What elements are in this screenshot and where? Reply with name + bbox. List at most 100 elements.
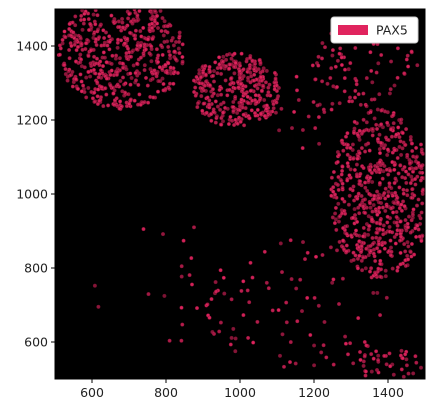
data-point-0-432: [93, 22, 98, 27]
data-point-0-774: [245, 94, 250, 99]
data-point-0-494: [118, 99, 123, 104]
data-point-0-955: [333, 217, 338, 222]
data-point-0-1182: [367, 224, 372, 229]
x-tick-label-600: 600: [80, 385, 104, 400]
data-point-0-14: [80, 27, 85, 32]
data-point-0-1621: [364, 343, 369, 348]
data-point-0-956: [363, 149, 368, 154]
data-point-0-284: [92, 99, 97, 104]
data-point-0-1310: [335, 182, 340, 187]
data-point-0-768: [264, 103, 269, 108]
data-point-0-1641: [222, 291, 227, 296]
data-point-0-966: [419, 142, 424, 147]
data-point-0-230: [109, 68, 114, 73]
data-point-0-1173: [382, 191, 387, 196]
data-point-0-1439: [406, 257, 411, 262]
data-point-0-1337: [394, 209, 399, 214]
data-point-0-94: [86, 17, 91, 22]
data-point-0-212: [149, 47, 154, 52]
data-point-0-410: [78, 60, 83, 65]
data-point-0-1685: [179, 274, 184, 279]
data-point-0-1084: [361, 225, 366, 230]
data-point-0-1380: [367, 167, 372, 172]
data-point-0-1609: [303, 257, 308, 262]
data-point-0-499: [65, 74, 70, 79]
data-point-0-778: [268, 109, 273, 114]
legend: PAX5: [330, 16, 419, 44]
data-point-0-1008: [392, 180, 397, 185]
data-point-0-1149: [399, 117, 404, 122]
data-point-0-1359: [340, 185, 345, 190]
data-point-0-382: [122, 35, 127, 40]
data-point-0-614: [214, 114, 219, 119]
data-point-0-1423: [378, 140, 383, 145]
data-point-0-755: [194, 74, 199, 79]
data-point-0-1148: [351, 156, 356, 161]
data-point-0-1283: [347, 173, 352, 178]
data-point-0-1494: [320, 41, 325, 46]
data-point-0-372: [168, 65, 173, 70]
data-point-0-320: [148, 67, 153, 72]
data-point-0-824: [271, 106, 276, 111]
data-point-0-832: [243, 84, 248, 89]
data-point-0-1698: [162, 293, 167, 298]
data-point-0-1577: [233, 349, 238, 354]
data-point-0-835: [254, 82, 259, 87]
data-point-0-29: [107, 47, 112, 52]
data-point-0-1155: [413, 226, 418, 231]
data-point-0-1261: [397, 228, 402, 233]
data-point-0-1543: [337, 101, 342, 106]
data-point-0-823: [231, 99, 236, 104]
data-point-0-717: [213, 99, 218, 104]
data-point-0-758: [235, 79, 240, 84]
data-point-0-1358: [331, 189, 336, 194]
data-point-0-1433: [362, 128, 367, 133]
data-point-0-1269: [359, 193, 364, 198]
data-point-0-1317: [363, 185, 368, 190]
data-point-0-914: [401, 187, 406, 192]
data-point-0-1159: [368, 205, 373, 210]
data-point-0-1099: [347, 193, 352, 198]
data-point-0-324: [93, 71, 98, 76]
x-tick-label-800: 800: [154, 385, 178, 400]
data-point-0-1564: [384, 295, 389, 300]
data-point-0-1154: [410, 148, 415, 153]
data-point-0-974: [345, 178, 350, 183]
data-point-0-1287: [407, 214, 412, 219]
data-point-0-52: [62, 29, 67, 34]
data-point-0-1669: [419, 365, 424, 370]
data-point-0-712: [241, 67, 246, 72]
data-point-0-1520: [358, 102, 363, 107]
data-point-0-1607: [355, 256, 360, 261]
data-point-0-1650: [398, 353, 403, 358]
data-point-0-1670: [403, 352, 408, 357]
data-point-0-1478: [338, 46, 343, 51]
data-point-0-365: [73, 77, 78, 82]
data-point-0-1664: [369, 352, 374, 357]
data-point-0-1104: [384, 204, 389, 209]
data-point-0-1355: [389, 249, 394, 254]
data-point-0-854: [360, 268, 365, 273]
data-point-0-1516: [292, 109, 297, 114]
data-point-0-1381: [340, 181, 345, 186]
data-point-0-811: [232, 71, 237, 76]
data-point-0-1401: [344, 231, 349, 236]
data-point-0-449: [98, 23, 103, 28]
data-point-0-1689: [214, 289, 219, 294]
data-point-0-316: [149, 26, 154, 31]
data-point-0-1406: [421, 187, 425, 192]
data-point-0-1376: [341, 226, 346, 231]
data-point-0-737: [218, 107, 223, 112]
data-point-0-429: [97, 72, 102, 77]
data-point-0-1302: [355, 266, 360, 271]
data-point-0-819: [265, 113, 270, 118]
data-point-0-1498: [379, 53, 384, 58]
data-point-0-1465: [370, 80, 375, 85]
data-point-0-766: [243, 106, 248, 111]
data-point-0-1428: [400, 167, 405, 172]
data-point-0-1562: [278, 241, 283, 246]
data-point-0-1462: [405, 53, 410, 58]
data-point-0-1303: [402, 204, 407, 209]
data-point-0-307: [147, 28, 152, 33]
data-point-0-1162: [403, 249, 408, 254]
